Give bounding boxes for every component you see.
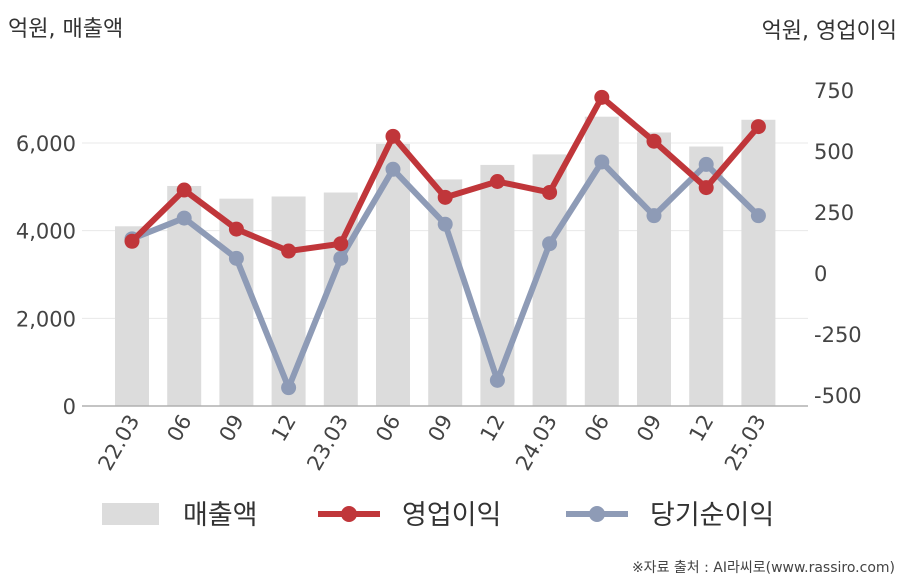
x-tick-label: 22.03 — [93, 411, 144, 475]
point-net-income — [281, 380, 297, 396]
legend-swatch-net-income-marker — [589, 506, 605, 522]
point-operating-profit — [646, 133, 662, 149]
point-net-income — [333, 250, 349, 266]
x-tick-label: 12 — [476, 411, 510, 446]
x-tick-label: 06 — [371, 411, 405, 446]
point-net-income — [228, 250, 244, 266]
x-tick-label: 06 — [580, 411, 614, 446]
point-net-income — [542, 236, 558, 252]
point-operating-profit — [594, 89, 610, 105]
x-tick-label: 23.03 — [302, 411, 353, 475]
point-net-income — [489, 372, 505, 388]
point-operating-profit — [437, 189, 453, 205]
x-tick-label: 25.03 — [720, 411, 771, 475]
legend: 매출액 영업이익 당기순이익 — [102, 500, 774, 531]
point-operating-profit — [385, 128, 401, 144]
point-net-income — [750, 208, 766, 224]
point-operating-profit — [281, 243, 297, 259]
bar-sales — [741, 119, 776, 406]
x-tick-label: 09 — [215, 411, 249, 446]
point-operating-profit — [228, 221, 244, 237]
left-tick-label: 0 — [63, 395, 76, 419]
point-operating-profit — [333, 236, 349, 252]
left-tick-label: 2,000 — [16, 307, 76, 331]
left-tick-label: 4,000 — [16, 220, 76, 244]
legend-swatch-operating-profit-marker — [341, 506, 357, 522]
point-net-income — [176, 210, 192, 226]
bar-sales — [480, 164, 515, 406]
bar-sales — [115, 226, 149, 406]
point-operating-profit — [124, 233, 140, 249]
right-tick-labels: -500 -250 0 250 500 750 — [814, 79, 862, 408]
point-net-income — [385, 161, 401, 177]
right-tick-label: 500 — [814, 140, 854, 164]
right-tick-label: -500 — [814, 384, 862, 408]
left-axis-unit: 억원, 매출액 — [8, 17, 123, 42]
point-operating-profit — [750, 119, 766, 135]
point-operating-profit — [542, 184, 558, 200]
legend-label-operating-profit: 영업이익 — [402, 500, 501, 531]
bar-sales — [637, 132, 671, 407]
right-tick-label: 250 — [814, 201, 854, 225]
bar-sales — [323, 192, 358, 406]
x-tick-label: 06 — [162, 411, 196, 446]
left-tick-labels: 0 2,000 4,000 6,000 — [16, 132, 76, 419]
point-net-income — [646, 208, 662, 224]
point-operating-profit — [176, 182, 192, 198]
x-tick-label: 12 — [267, 411, 301, 446]
left-tick-label: 6,000 — [16, 132, 76, 156]
legend-swatch-sales — [102, 503, 159, 525]
point-net-income — [698, 156, 714, 172]
lines — [124, 89, 766, 396]
bar-sales — [271, 196, 306, 406]
right-axis-unit: 억원, 영업이익 — [762, 19, 897, 44]
legend-label-sales: 매출액 — [183, 500, 258, 531]
point-net-income — [594, 154, 610, 170]
x-tick-label: 12 — [684, 411, 718, 446]
right-tick-label: 750 — [814, 79, 854, 103]
point-operating-profit — [698, 180, 714, 196]
x-tick-label: 09 — [423, 411, 457, 446]
source-note: ※자료 출처 : AI라씨로(www.rassiro.com) — [632, 560, 895, 576]
point-net-income — [437, 216, 453, 232]
point-operating-profit — [489, 174, 505, 189]
right-tick-label: -250 — [814, 323, 862, 347]
right-tick-label: 0 — [814, 262, 827, 286]
legend-label-net-income: 당기순이익 — [650, 500, 774, 531]
x-tick-label: 24.03 — [511, 411, 562, 475]
x-tick-labels: 22.03 06 09 12 23.03 06 09 12 24.03 06 09 12 25.03 — [93, 411, 770, 475]
x-tick-label: 09 — [632, 411, 666, 446]
